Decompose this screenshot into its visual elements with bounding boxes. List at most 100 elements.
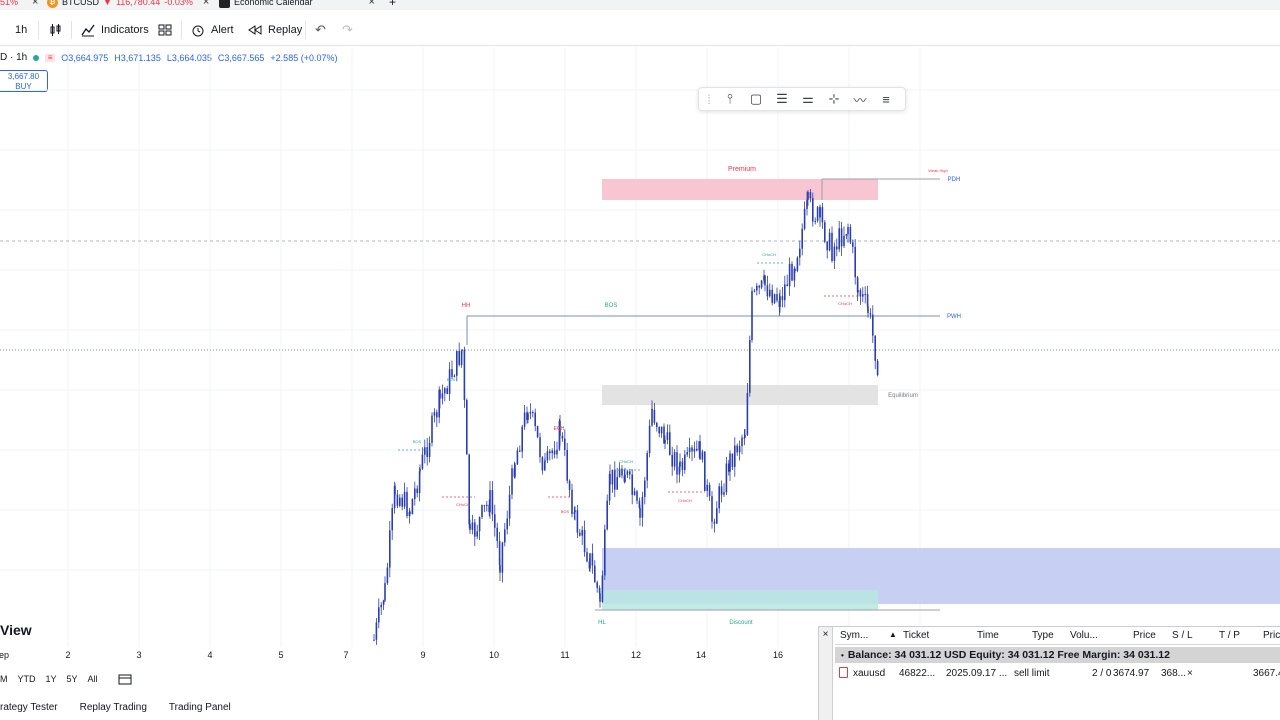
close-icon[interactable]: × (819, 627, 833, 720)
drawing-toolbar: ⁞ ⫯ ▢ ☰ ⚌ ⊹ 〰 ≡ (698, 87, 906, 111)
grid (0, 47, 1280, 647)
symbol-interval[interactable]: D · 1h (0, 52, 28, 63)
col-time[interactable]: Time (977, 630, 999, 641)
close-icon[interactable]: × (202, 0, 210, 8)
candle-body (731, 453, 734, 467)
candle-body (448, 369, 451, 394)
candle-body (864, 293, 866, 295)
replay-label: Replay (268, 23, 303, 36)
col-sl[interactable]: S / L (1172, 630, 1193, 641)
calendar-range-icon[interactable] (118, 673, 132, 685)
range-button-5y[interactable]: 5Y (66, 674, 78, 684)
candle-body (660, 426, 663, 434)
range-button[interactable]: M (0, 674, 8, 684)
tab-label: Economic Calendar (234, 0, 313, 7)
drag-handle-icon[interactable]: ⁞ (707, 91, 711, 107)
pwh-label: PWH (947, 314, 961, 320)
candle-body (741, 437, 743, 447)
time-tick: 10 (488, 650, 500, 660)
candles-button[interactable] (48, 23, 62, 37)
candle-body (843, 235, 845, 247)
equilibrium-zone[interactable] (602, 385, 878, 405)
candle-body (791, 263, 793, 281)
candle-body (624, 474, 626, 483)
candle-body (736, 445, 738, 453)
candle-body (794, 269, 796, 271)
remove-sl-icon[interactable]: × (1187, 668, 1193, 679)
candle-body (419, 468, 421, 472)
range-button-all[interactable]: All (87, 674, 98, 684)
indicators-button[interactable]: Indicators (81, 23, 149, 37)
col-price[interactable]: Price (1133, 630, 1156, 641)
range-button-1y[interactable]: 1Y (45, 674, 57, 684)
interval-button[interactable]: 1h (15, 24, 27, 36)
replay-button[interactable]: Replay (248, 23, 302, 37)
candle-body (648, 425, 651, 454)
premium-zone[interactable] (602, 179, 878, 200)
menu-icon[interactable]: ≡ (45, 53, 56, 62)
candle-body (729, 453, 731, 472)
close-icon[interactable]: × (368, 0, 375, 8)
line-style-icon[interactable]: ⚌ (802, 91, 814, 106)
candle-body (828, 232, 831, 251)
candle-body (504, 529, 506, 543)
close-icon[interactable]: × (32, 0, 39, 8)
candle-body (711, 509, 713, 522)
candle-body (836, 246, 838, 250)
candle-body (414, 488, 416, 500)
tab-strategy-tester[interactable]: rategy Tester (0, 702, 58, 713)
col-type[interactable]: Type (1032, 630, 1054, 641)
candle-body (461, 349, 463, 351)
candle-body (601, 575, 604, 602)
price-chart[interactable]: Premium Weak High PDH PWH HH BOS Equilib… (0, 47, 1280, 647)
tab-replay-trading[interactable]: Replay Trading (79, 702, 147, 713)
candle-body (744, 434, 746, 438)
brand-logo-text: View (0, 622, 32, 638)
tab-trading-panel[interactable]: Trading Panel (168, 702, 231, 713)
candle-body (819, 207, 821, 218)
trend-line-icon[interactable]: 〰 (853, 92, 867, 108)
candle-body (713, 521, 716, 524)
alert-button[interactable]: Alert (191, 23, 234, 37)
candle-body (523, 412, 526, 427)
col-tp[interactable]: T / P (1219, 630, 1240, 641)
candle-body (644, 480, 646, 497)
discount-label: Discount (729, 620, 753, 626)
candle-body (581, 529, 583, 536)
candle-body (599, 593, 601, 602)
redo-button[interactable]: ↷ (342, 22, 353, 38)
range-button-ytd[interactable]: YTD (17, 674, 36, 684)
time-tick: 7 (343, 650, 349, 660)
order-row[interactable]: xauusd 46822... 2025.09.17 ... sell limi… (835, 665, 1280, 683)
candle-body (771, 289, 773, 303)
templates-button[interactable] (158, 23, 172, 37)
candle-body (551, 450, 553, 454)
crosshair-icon[interactable]: ⊹ (828, 91, 840, 106)
candle-body (458, 350, 460, 365)
col-current-price[interactable]: Pric (1263, 630, 1280, 641)
col-volume[interactable]: Volu... (1070, 630, 1098, 641)
rectangle-tool-icon[interactable]: ▢ (749, 91, 763, 106)
candle-body (669, 432, 671, 455)
candle-body (646, 453, 648, 481)
candle-body (704, 451, 706, 491)
time-axis[interactable]: ep 2 3 4 5 7 9 10 11 12 14 16 (0, 648, 820, 662)
col-symbol[interactable]: Sym... (840, 630, 869, 641)
browser-tab-strip: 51% × ₿ BTCUSD ▼ 116,780.44 -0.03% × Eco… (0, 0, 1280, 10)
tab-prev[interactable]: 51% × (0, 0, 38, 10)
undo-button[interactable]: ↶ (315, 22, 326, 38)
tab-economic-calendar[interactable]: Economic Calendar × (219, 0, 375, 10)
settings-sliders-icon[interactable]: ☰ (776, 91, 788, 106)
tab-change: -0.03% (164, 0, 193, 7)
new-tab-button[interactable]: + (389, 0, 396, 10)
candle-body (633, 491, 636, 495)
candle-body (696, 448, 698, 451)
more-menu-icon[interactable]: ≡ (882, 91, 890, 107)
col-ticket[interactable]: Ticket (903, 630, 930, 641)
fib-tool-icon[interactable]: ⫯ (727, 91, 733, 106)
bos-label: BOS (447, 377, 456, 382)
buy-button[interactable]: 3,667.80 BUY (0, 70, 48, 92)
candle-body (544, 460, 546, 463)
discount-zone[interactable] (602, 590, 878, 610)
tab-btcusd[interactable]: ₿ BTCUSD ▼ 116,780.44 -0.03% × (47, 0, 209, 10)
